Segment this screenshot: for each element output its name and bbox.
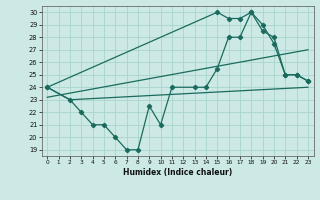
X-axis label: Humidex (Indice chaleur): Humidex (Indice chaleur) [123, 168, 232, 177]
